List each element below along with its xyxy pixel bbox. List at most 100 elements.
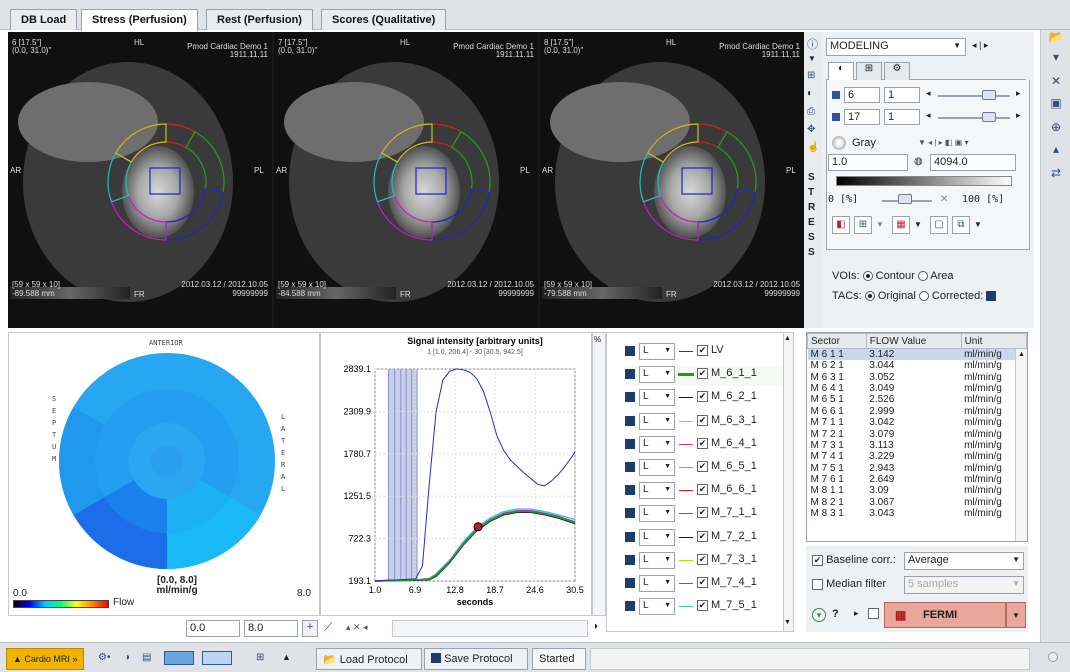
save-icon[interactable] bbox=[625, 415, 635, 426]
right-arrow-icon[interactable]: ▸ bbox=[1016, 88, 1021, 98]
save-icon[interactable] bbox=[625, 531, 635, 542]
tab-contrast-icon[interactable]: ◐ bbox=[828, 62, 854, 80]
slice-a-step-input[interactable]: 1 bbox=[884, 87, 920, 103]
prev-next-arrows[interactable]: ◂ | ▸ bbox=[972, 40, 989, 50]
open-folder-icon[interactable]: 📂 bbox=[1048, 30, 1064, 44]
chevron-down-icon[interactable]: ▼ bbox=[876, 220, 884, 229]
myocardium-segment-contour[interactable] bbox=[646, 123, 699, 163]
save-icon[interactable] bbox=[625, 369, 635, 380]
blood-pool-contour[interactable] bbox=[681, 167, 713, 195]
series-checkbox[interactable]: ✔ bbox=[697, 600, 708, 612]
chevron-down-icon[interactable]: ▼ bbox=[808, 54, 816, 63]
contrast-icon[interactable]: ◑ bbox=[124, 652, 131, 663]
tab-stress-perfusion[interactable]: Stress (Perfusion) bbox=[81, 9, 198, 31]
tab-scores-qualitative[interactable]: Scores (Qualitative) bbox=[321, 9, 447, 30]
curve-type-select[interactable]: L bbox=[639, 459, 675, 476]
copy-icon[interactable]: ⧉ bbox=[952, 216, 970, 234]
table-row[interactable]: M 7 4 1 3.229 ml/min/g bbox=[808, 451, 1027, 462]
fermi-model-button[interactable]: ▦ FERMI bbox=[884, 602, 1006, 628]
curve-type-select[interactable]: L bbox=[639, 412, 675, 430]
column-header[interactable]: Sector bbox=[807, 333, 867, 349]
legend-scrollbar[interactable]: ▲ ▼ bbox=[783, 333, 793, 631]
save-icon[interactable] bbox=[625, 554, 635, 565]
curve-type-select[interactable]: L bbox=[639, 505, 675, 523]
baseline-checkbox[interactable]: ✔ bbox=[812, 554, 823, 566]
slice-b-slider[interactable] bbox=[938, 117, 1010, 119]
bullseye-chart[interactable] bbox=[57, 351, 277, 571]
slider-thumb[interactable] bbox=[982, 112, 996, 122]
slice-b-input[interactable]: 17 bbox=[844, 109, 880, 125]
vois-area-radio[interactable] bbox=[917, 271, 928, 282]
selected-point-marker[interactable] bbox=[473, 522, 483, 532]
print-icon[interactable]: ⎙ bbox=[807, 106, 815, 117]
curve-type-select[interactable]: L bbox=[639, 366, 675, 384]
table-row[interactable]: M 8 1 1 3.09 ml/min/g bbox=[808, 485, 1027, 496]
zoom-icon[interactable]: ⊕ bbox=[1050, 120, 1062, 134]
layout-icon[interactable]: ⊞ bbox=[854, 216, 872, 234]
series-checkbox[interactable]: ✔ bbox=[697, 530, 708, 542]
median-checkbox[interactable] bbox=[812, 578, 823, 590]
myocardium-segment-contour[interactable] bbox=[380, 123, 433, 163]
collapse-up-icon[interactable]: ▲ bbox=[282, 652, 291, 662]
tab-rest-perfusion[interactable]: Rest (Perfusion) bbox=[206, 9, 313, 30]
column-header[interactable]: Unit bbox=[960, 333, 1028, 349]
tab-db-load[interactable]: DB Load bbox=[10, 9, 78, 30]
collapse-up-icon[interactable]: ▴ ✕ ◂ bbox=[346, 622, 368, 632]
table-scrollbar[interactable]: ▲ bbox=[1015, 349, 1027, 541]
baseline-select[interactable]: Average ▼ bbox=[904, 552, 1024, 570]
median-select[interactable]: 5 samples ▼ bbox=[904, 576, 1024, 594]
hand-icon[interactable]: ☝ bbox=[807, 142, 820, 153]
series-checkbox[interactable]: ✔ bbox=[697, 345, 708, 356]
series-checkbox[interactable]: ✔ bbox=[697, 437, 708, 449]
series-checkbox[interactable]: ✔ bbox=[697, 507, 708, 519]
scale-min-input[interactable]: 0.0 bbox=[186, 620, 240, 637]
right-arrow-icon[interactable]: ▸ bbox=[854, 608, 859, 618]
collapse-up-icon[interactable]: ▴ bbox=[1052, 142, 1060, 156]
right-arrow-icon[interactable]: ▸ bbox=[1016, 110, 1021, 120]
curve-type-select[interactable]: L bbox=[639, 343, 675, 360]
curve-type-select[interactable]: L bbox=[639, 551, 675, 569]
table-row[interactable]: M 7 5 1 2.943 ml/min/g bbox=[808, 463, 1027, 474]
table-row[interactable]: M 8 3 1 3.043 ml/min/g bbox=[808, 508, 1027, 519]
close-icon[interactable]: ✕ bbox=[1050, 74, 1062, 88]
reset-icon[interactable]: ✕ bbox=[940, 194, 949, 205]
grid-icon[interactable]: ▦ bbox=[892, 216, 910, 234]
image-viewer[interactable]: 6 [17.5"] (0.0, 31.0)" HL Pmod Cardiac Demo… bbox=[8, 32, 804, 328]
table-row[interactable]: M 7 2 1 3.079 ml/min/g bbox=[808, 428, 1027, 440]
info-icon[interactable]: ⓘ bbox=[807, 39, 818, 51]
crosshair-icon[interactable]: ✥ bbox=[807, 124, 816, 135]
series-checkbox[interactable]: ✔ bbox=[697, 553, 708, 565]
series-checkbox[interactable]: ✔ bbox=[697, 391, 708, 403]
slider-thumb[interactable] bbox=[982, 90, 996, 100]
vois-contour-radio[interactable] bbox=[862, 271, 873, 282]
table-row[interactable]: M 6 5 1 2.526 ml/min/g bbox=[808, 394, 1027, 405]
curve-scrollbar[interactable] bbox=[392, 620, 588, 637]
add-icon[interactable]: + bbox=[302, 620, 318, 637]
series-checkbox[interactable]: ✔ bbox=[697, 577, 708, 588]
save-icon[interactable] bbox=[986, 291, 997, 302]
scroll-down-icon[interactable]: ▼ bbox=[784, 619, 791, 626]
lock-icon[interactable]: ◍ bbox=[914, 156, 923, 167]
export-icon[interactable] bbox=[164, 651, 194, 665]
model-checkbox[interactable] bbox=[868, 608, 879, 619]
curve-type-select[interactable]: L bbox=[639, 482, 675, 500]
max-value-input[interactable]: 4094.0 bbox=[930, 154, 1016, 171]
save-icon[interactable] bbox=[625, 462, 635, 472]
scroll-up-icon[interactable]: ▲ bbox=[784, 335, 791, 342]
save-icon[interactable] bbox=[625, 392, 635, 403]
tacs-corrected-radio[interactable] bbox=[918, 291, 929, 302]
load-protocol-button[interactable]: 📂 Load Protocol bbox=[316, 648, 422, 670]
table-row[interactable]: M 7 3 1 3.113 ml/min/g bbox=[808, 440, 1027, 451]
chevron-down-icon[interactable]: ▼ bbox=[974, 220, 982, 229]
mode-select[interactable]: MODELING ▼ bbox=[826, 38, 966, 56]
curve-tool-icon[interactable]: ⟋ bbox=[324, 620, 333, 634]
percent-icon[interactable]: % bbox=[594, 335, 602, 344]
table-row[interactable]: M 7 6 1 2.649 ml/min/g bbox=[808, 474, 1027, 485]
series-line-lv[interactable] bbox=[374, 368, 576, 582]
curve-side-scrollbar[interactable]: % bbox=[592, 332, 606, 616]
slice-b-step-input[interactable]: 1 bbox=[884, 109, 920, 125]
table-row[interactable]: M 6 2 1 3.044 ml/min/g bbox=[808, 360, 1027, 371]
workflow-icon[interactable]: ⚙• bbox=[98, 652, 111, 663]
slice-a-input[interactable]: 6 bbox=[844, 87, 880, 103]
table-row[interactable]: M 7 1 1 3.042 ml/min/g bbox=[808, 417, 1027, 428]
